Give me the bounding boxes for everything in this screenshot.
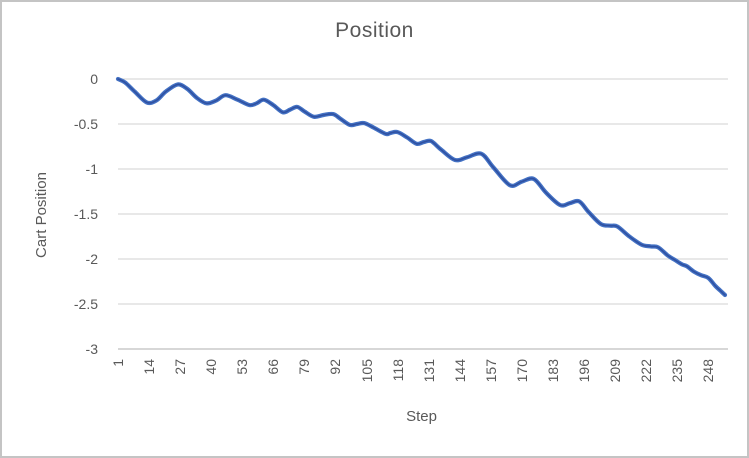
x-tick-label: 235 [669, 359, 686, 383]
chart-title: Position [335, 19, 414, 42]
x-tick-label: 131 [420, 359, 437, 383]
x-tick-label: 170 [513, 359, 530, 383]
x-tick-label: 157 [482, 359, 499, 383]
x-tick-label: 27 [172, 359, 189, 375]
x-tick-label: 14 [141, 359, 158, 375]
x-tick-label: 222 [638, 359, 655, 383]
x-tick-label: 79 [296, 359, 313, 375]
series-line-cart-position [115, 76, 728, 298]
x-tick-label: 40 [203, 359, 220, 375]
y-tick-label: 0 [90, 71, 98, 87]
x-tick-label: 248 [700, 359, 717, 383]
y-tick-label: -0.5 [73, 116, 98, 132]
x-tick-label: 66 [265, 359, 282, 375]
x-tick-label: 144 [451, 359, 468, 383]
x-tick-label: 92 [327, 359, 344, 375]
x-tick-label: 105 [358, 359, 375, 383]
x-tick-label: 53 [234, 359, 251, 375]
y-tick-label: -1.5 [73, 206, 98, 222]
x-tick-label: 196 [576, 359, 592, 383]
y-tick-label: -3 [85, 341, 98, 357]
y-axis-title-text: Cart Position [33, 172, 50, 258]
x-tick-label: 118 [389, 359, 406, 382]
x-tick-label: 183 [544, 359, 561, 383]
x-axis-title: Step [406, 408, 437, 425]
x-tick-label: 1 [110, 359, 126, 367]
y-tick-label: -2.5 [73, 296, 98, 312]
series-line-cart-position [117, 78, 726, 296]
y-tick-label: -2 [85, 251, 98, 267]
x-tick-label: 209 [607, 359, 624, 383]
y-tick-label: -1 [85, 161, 98, 177]
